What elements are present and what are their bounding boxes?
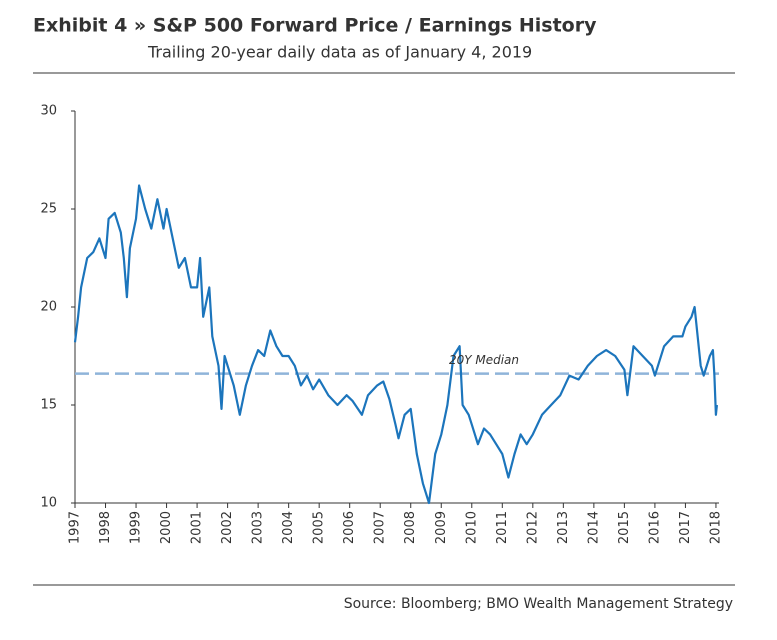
x-tick-label: 2014 bbox=[586, 511, 601, 544]
x-tick-label: 1999 bbox=[129, 511, 144, 544]
x-tick-label: 2010 bbox=[464, 511, 479, 544]
x-tick-label: 2002 bbox=[220, 511, 235, 544]
y-tick-label: 10 bbox=[40, 496, 57, 511]
chart-subtitle: Trailing 20-year daily data as of Januar… bbox=[147, 43, 532, 62]
x-tick-label: 2008 bbox=[403, 511, 418, 544]
x-tick-label: 2000 bbox=[159, 511, 174, 544]
median-label: 20Y Median bbox=[449, 353, 519, 367]
x-tick-label: 2016 bbox=[647, 511, 662, 544]
x-tick-label: 2009 bbox=[434, 511, 449, 544]
source: Source: Bloomberg; BMO Wealth Management… bbox=[344, 596, 733, 612]
x-tick-label: 2005 bbox=[312, 511, 327, 544]
x-tick-label: 2003 bbox=[251, 511, 266, 544]
x-tick-label: 2012 bbox=[525, 511, 540, 544]
series-line bbox=[73, 184, 718, 505]
x-tick-label: 2015 bbox=[617, 511, 632, 544]
y-tick-label: 25 bbox=[40, 202, 57, 217]
x-tick-label: 1998 bbox=[98, 511, 113, 544]
x-tick-label: 2001 bbox=[190, 511, 205, 544]
x-tick-label: 2017 bbox=[678, 511, 693, 544]
x-tick-label: 2006 bbox=[342, 511, 357, 544]
x-tick-label: 2011 bbox=[495, 511, 510, 544]
y-tick-label: 15 bbox=[40, 398, 57, 413]
y-tick-label: 20 bbox=[40, 300, 57, 315]
x-tick-label: 2018 bbox=[708, 511, 723, 544]
x-tick-label: 2007 bbox=[373, 511, 388, 544]
x-tick-label: 2013 bbox=[556, 511, 571, 544]
chart-title: Exhibit 4 » S&P 500 Forward Price / Earn… bbox=[33, 15, 597, 37]
x-tick-label: 1997 bbox=[68, 511, 83, 544]
x-tick-label: 2004 bbox=[281, 511, 296, 544]
y-tick-label: 30 bbox=[40, 104, 57, 119]
